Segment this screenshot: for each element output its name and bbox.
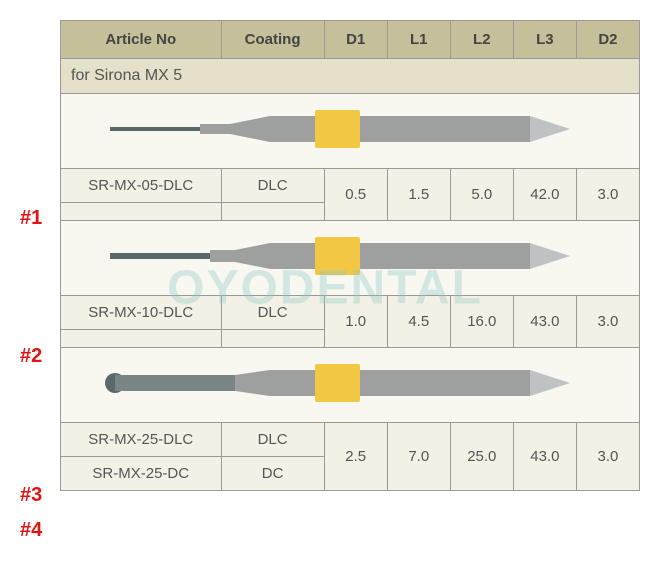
- header-d1: D1: [324, 21, 387, 59]
- cell-article: SR-MX-25-DC: [61, 457, 222, 491]
- tool-image-cell-3: [61, 348, 640, 423]
- row-label-1: #1: [20, 207, 42, 230]
- cell-empty: [221, 203, 324, 221]
- cell-article: SR-MX-25-DLC: [61, 423, 222, 457]
- tool-image-cell-2: [61, 221, 640, 296]
- cell-coating: DLC: [221, 296, 324, 330]
- cell-l1: 1.5: [387, 169, 450, 221]
- cell-d2: 3.0: [576, 169, 639, 221]
- cell-l3: 43.0: [513, 296, 576, 348]
- cell-l2: 25.0: [450, 423, 513, 491]
- cell-article: SR-MX-10-DLC: [61, 296, 222, 330]
- table-row: SR-MX-05-DLC DLC 0.5 1.5 5.0 42.0 3.0: [61, 169, 640, 203]
- header-l2: L2: [450, 21, 513, 59]
- table-row: SR-MX-10-DLC DLC 1.0 4.5 16.0 43.0 3.0: [61, 296, 640, 330]
- section-header-row: for Sirona MX 5: [61, 59, 640, 94]
- cell-article: SR-MX-05-DLC: [61, 169, 222, 203]
- tool-drawing-2: [61, 221, 639, 291]
- row-label-4: #4: [20, 519, 42, 542]
- cell-coating: DC: [221, 457, 324, 491]
- spec-table: Article No Coating D1 L1 L2 L3 D2 for Si…: [60, 20, 640, 491]
- header-article: Article No: [61, 21, 222, 59]
- row-label-3: #3: [20, 484, 42, 507]
- cell-d1: 2.5: [324, 423, 387, 491]
- cell-l3: 42.0: [513, 169, 576, 221]
- cell-empty: [61, 330, 222, 348]
- tool-image-row-1: [61, 94, 640, 169]
- cell-d1: 1.0: [324, 296, 387, 348]
- cell-d1: 0.5: [324, 169, 387, 221]
- tool-drawing-3: [61, 348, 639, 418]
- header-coating: Coating: [221, 21, 324, 59]
- header-row: Article No Coating D1 L1 L2 L3 D2: [61, 21, 640, 59]
- header-l3: L3: [513, 21, 576, 59]
- cell-empty: [221, 330, 324, 348]
- tool-drawing-1: [61, 94, 639, 164]
- cell-d2: 3.0: [576, 296, 639, 348]
- tool-image-row-3: [61, 348, 640, 423]
- header-d2: D2: [576, 21, 639, 59]
- section-title: for Sirona MX 5: [61, 59, 640, 94]
- cell-l1: 7.0: [387, 423, 450, 491]
- tool-image-cell-1: [61, 94, 640, 169]
- cell-l2: 5.0: [450, 169, 513, 221]
- cell-d2: 3.0: [576, 423, 639, 491]
- tool-image-row-2: [61, 221, 640, 296]
- cell-coating: DLC: [221, 169, 324, 203]
- header-l1: L1: [387, 21, 450, 59]
- cell-coating: DLC: [221, 423, 324, 457]
- cell-l3: 43.0: [513, 423, 576, 491]
- table-row: SR-MX-25-DLC DLC 2.5 7.0 25.0 43.0 3.0: [61, 423, 640, 457]
- cell-empty: [61, 203, 222, 221]
- row-label-2: #2: [20, 345, 42, 368]
- cell-l2: 16.0: [450, 296, 513, 348]
- cell-l1: 4.5: [387, 296, 450, 348]
